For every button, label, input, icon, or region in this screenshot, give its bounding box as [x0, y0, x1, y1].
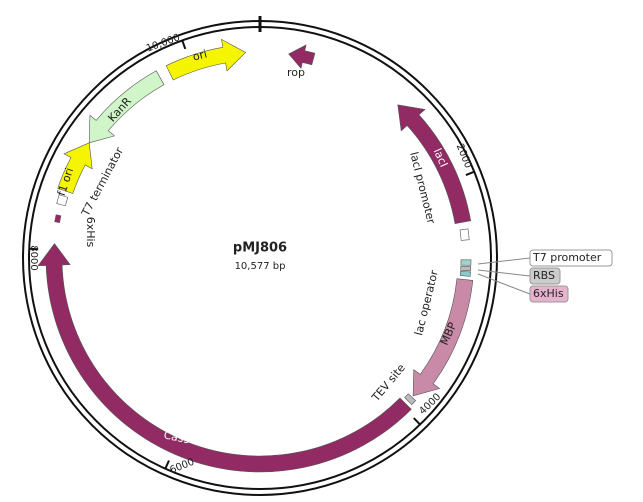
tick-mark [164, 460, 170, 470]
feature-arrow [88, 70, 165, 144]
feature-box [54, 214, 62, 224]
feature-box [460, 265, 472, 272]
tick-label: 10,000 [145, 32, 182, 54]
tick-label: 2000 [454, 142, 474, 170]
feature-arrow [288, 44, 316, 70]
plasmid-name: pMJ806 [233, 241, 287, 256]
feature-label: TEV site [369, 361, 408, 404]
tick-mark [181, 40, 187, 50]
feature-label: ori [191, 47, 208, 63]
backbone [22, 16, 498, 496]
feature-box [460, 259, 472, 266]
feature-arrow [397, 104, 472, 224]
callout-label: RBS [533, 269, 555, 282]
feature-box [404, 393, 417, 406]
feature-box [459, 228, 470, 241]
feature-box [459, 270, 471, 277]
plasmid-size: 10,577 bp [235, 261, 286, 272]
callouts [477, 249, 613, 303]
feature-arrow [412, 278, 474, 397]
tick-mark [413, 417, 421, 426]
feature-label: 6xHis [84, 217, 97, 248]
feature-arrow [57, 142, 93, 194]
callout-label: 6xHis [533, 287, 564, 300]
feature-label: Cas9 [162, 428, 191, 446]
feature-arrow [165, 38, 247, 81]
tick-mark [465, 170, 475, 177]
feature-box [56, 194, 69, 207]
feature-label: lac operator [412, 269, 441, 337]
features [37, 38, 474, 473]
callout-label: T7 promoter [532, 251, 602, 264]
feature-label: rop [287, 66, 305, 79]
tick-label: 8000 [28, 245, 39, 270]
feature-arrow [37, 243, 412, 473]
tick-label: 6000 [168, 457, 196, 477]
